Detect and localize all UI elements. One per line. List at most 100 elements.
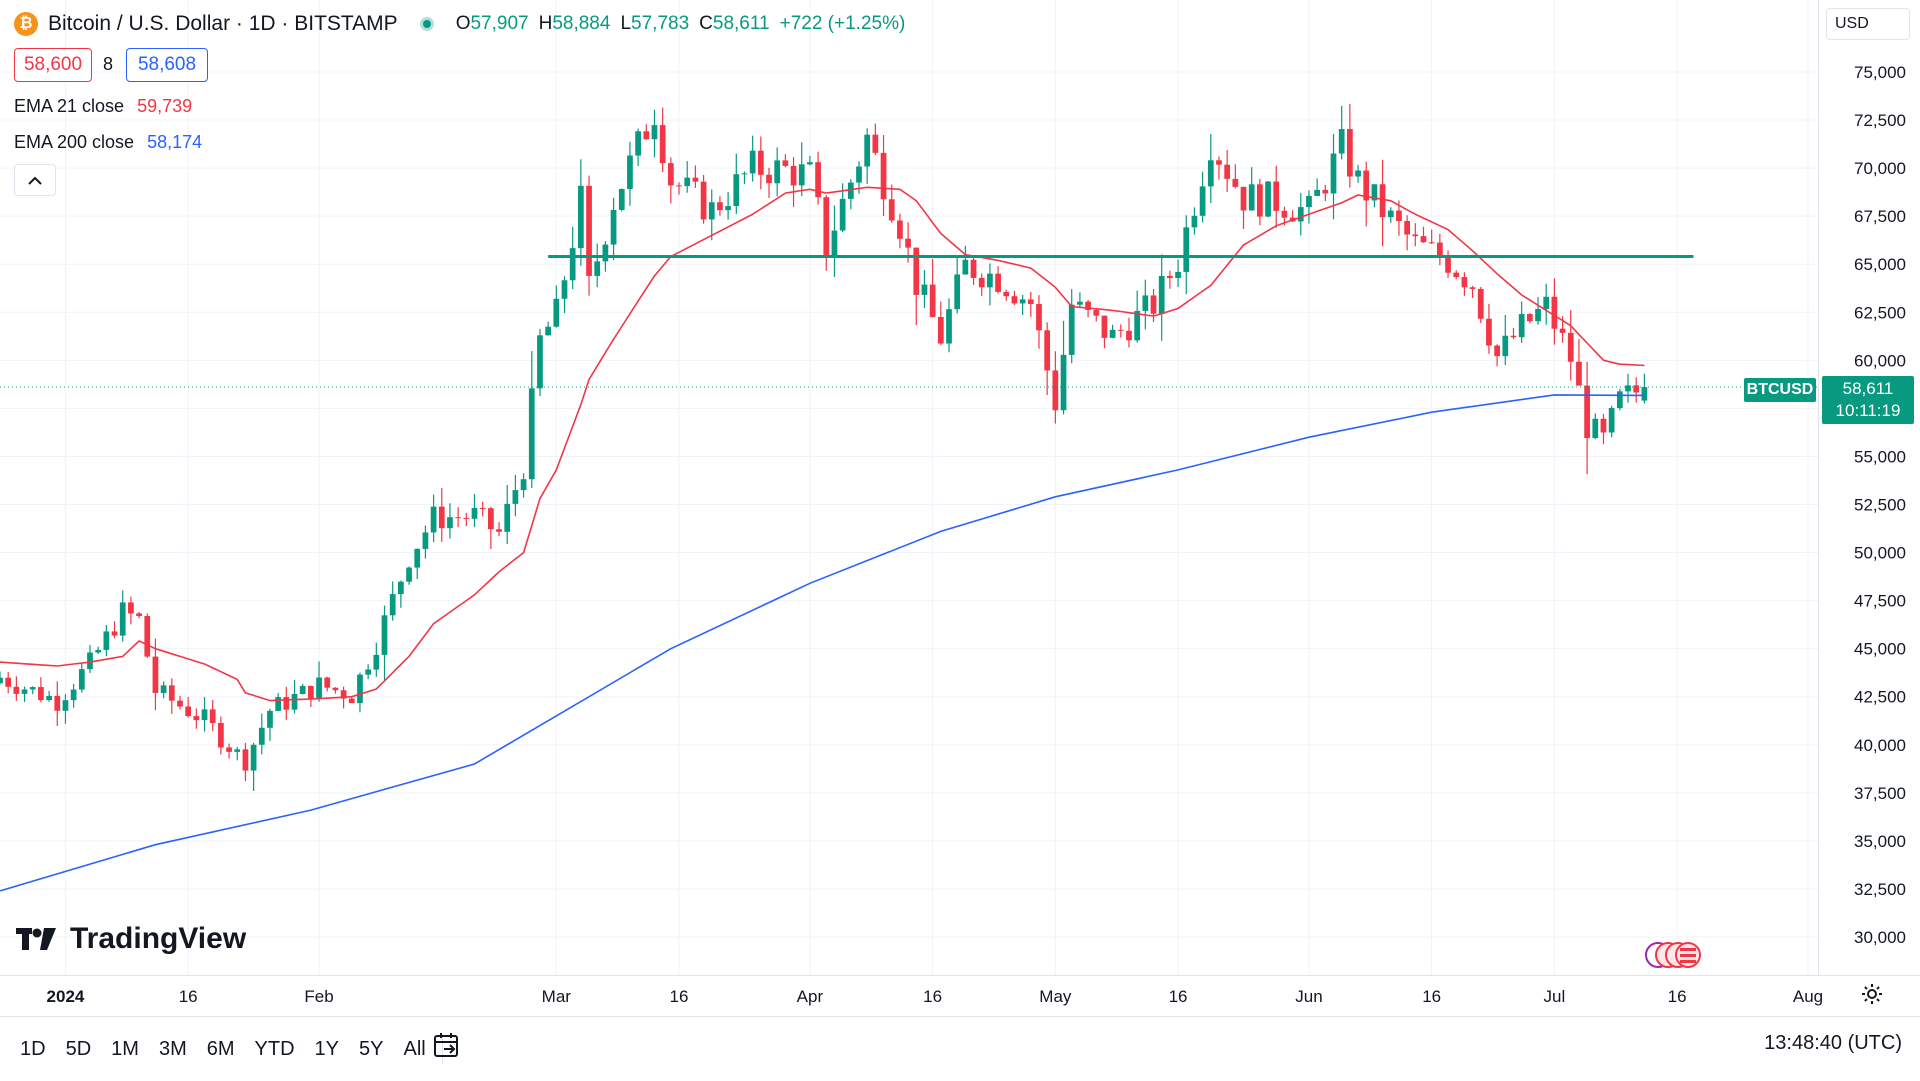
candle-body [54,695,61,711]
candle-body [700,181,707,220]
candle-body [1224,164,1231,179]
y-tick-label: 60,000 [1854,351,1906,370]
range-5y-button[interactable]: 5Y [359,1037,384,1060]
candle-body [398,581,404,595]
ema200-label: EMA 200 close [14,132,135,152]
market-status-icon [419,17,434,31]
candle-body [1060,354,1067,411]
candle-body [774,160,781,184]
candle-body [766,174,772,184]
gear-icon[interactable] [1860,982,1884,1006]
y-tick-label: 37,500 [1854,784,1906,803]
candle-body [1592,418,1599,439]
close-value: 58,611 [712,13,770,34]
candle-body [111,631,118,636]
range-1d-button[interactable]: 1D [20,1037,46,1060]
candle-body [1068,304,1075,355]
collapse-legend-button[interactable] [14,164,56,196]
economic-events-icon[interactable] [1644,940,1704,970]
candle-body [1314,189,1321,196]
range-6m-button[interactable]: 6M [206,1037,235,1060]
candle-body [455,517,461,519]
candle-body [1175,271,1181,279]
candle-body [504,503,511,532]
candle-body [831,230,838,257]
candle-body [627,155,633,190]
go-to-date-calendar-icon[interactable] [432,1030,462,1060]
bitcoin-logo-icon: ₿ [14,12,38,36]
candle-body [1625,385,1631,392]
range-1y-button[interactable]: 1Y [314,1037,340,1060]
price-axis-border [1818,0,1819,975]
ema21-legend[interactable]: EMA 21 close 59,739 [14,96,192,117]
buy-price-button[interactable]: 58,608 [126,48,208,82]
candle-body [242,749,249,771]
candle-body [78,669,85,690]
candle-body [872,134,879,153]
symbol-title[interactable]: Bitcoin / U.S. Dollar · 1D · BITSTAMP [48,12,398,35]
candle-body [389,594,396,616]
candle-body [1600,418,1607,433]
candle-body [610,209,617,245]
candle-body [193,716,200,721]
range-1m-button[interactable]: 1M [111,1037,139,1060]
tradingview-logo[interactable]: TradingView [16,922,246,956]
ema200-legend[interactable]: EMA 200 close 58,174 [14,132,202,153]
candle-body [1428,242,1435,244]
candle-body [553,298,560,327]
candle-body [1535,308,1541,322]
currency-selector[interactable]: USD [1826,8,1910,40]
candle-body [921,284,928,295]
candle-body [316,677,322,700]
tradingview-logo-icon [16,928,56,950]
range-5d-button[interactable]: 5D [65,1037,92,1060]
candle-body [70,689,77,701]
candle-body [447,517,453,529]
candle-body [1207,160,1214,187]
brand-name: TradingView [70,922,247,955]
candle-body [21,689,28,694]
range-3m-button[interactable]: 3M [158,1037,187,1060]
candle-body [1306,195,1312,208]
candle-body [1216,160,1222,165]
candle-body [348,698,355,704]
candle-body [635,131,641,156]
candle-body [1281,210,1288,218]
candle-body [1633,385,1640,393]
open-value: 57,907 [470,13,529,34]
candle-body [913,247,920,295]
candle-body [381,615,388,655]
candle-body [1641,387,1648,401]
range-all-button[interactable]: All [403,1037,426,1060]
y-tick-label: 72,500 [1854,111,1906,130]
candle-body [1616,391,1623,409]
candle-body [152,656,159,693]
candle-body [897,220,903,239]
bottom-toolbar: 1D 5D 1M 3M 6M YTD 1Y 5Y All [0,1016,1920,1081]
candle-body [160,685,167,693]
candle-body [340,690,347,699]
candle-body [168,685,175,701]
candle-body [1404,221,1410,235]
candle-body [422,532,429,549]
candle-body [790,165,797,186]
candle-body [847,182,854,199]
candle-body [962,259,969,275]
y-tick-label: 52,500 [1854,496,1906,515]
sell-price-button[interactable]: 58,600 [14,48,92,82]
candle-body [46,695,52,701]
range-ytd-button[interactable]: YTD [254,1037,295,1060]
symbol-price-tag: BTCUSD [1744,378,1816,402]
low-label: L [620,13,632,34]
candle-body [1101,315,1108,338]
candle-body [1158,275,1165,314]
candle-body [733,174,740,207]
candle-body [308,685,314,700]
candle-body [684,177,691,187]
y-tick-label: 30,000 [1854,928,1906,947]
candle-body [676,185,682,187]
candle-body [1371,184,1378,201]
y-tick-label: 32,500 [1854,880,1906,899]
utc-clock[interactable]: 13:48:40 (UTC) [1764,1032,1902,1054]
